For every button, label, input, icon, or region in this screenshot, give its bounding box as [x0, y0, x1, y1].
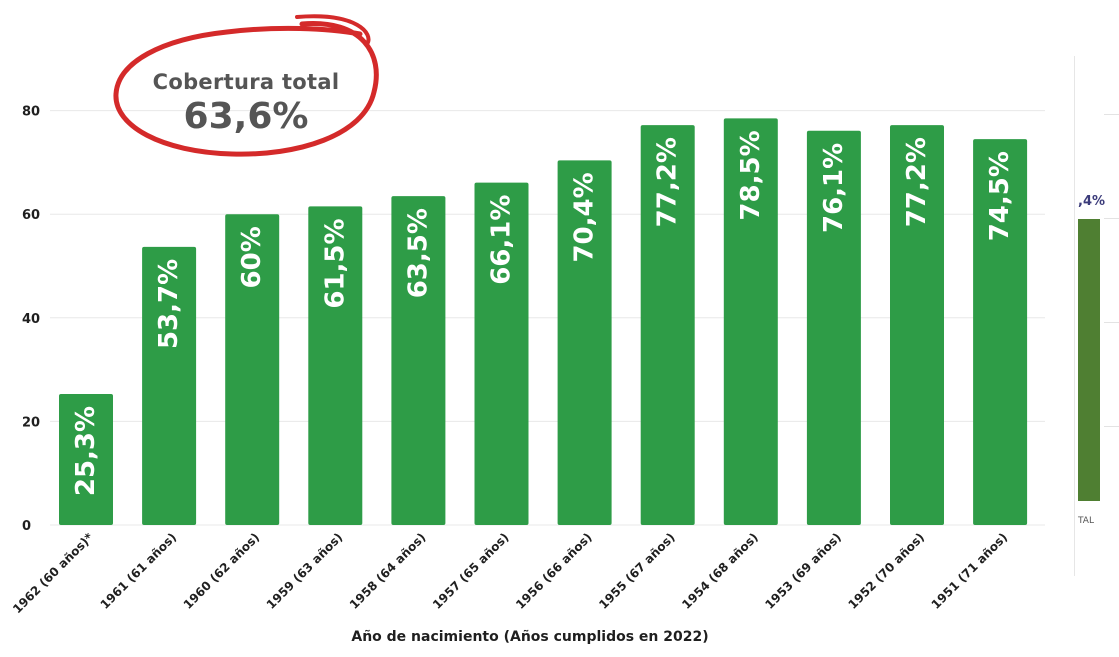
bar-value-label: 60%	[237, 226, 267, 288]
bar	[890, 125, 944, 525]
side-gridline	[1104, 426, 1119, 427]
callout-title: Cobertura total	[152, 70, 340, 94]
bar-value-label: 53,7%	[154, 259, 184, 349]
x-axis-label: Año de nacimiento (Años cumplidos en 202…	[351, 629, 709, 645]
bar	[640, 125, 695, 525]
x-tick-label: 1959 (63 años)	[264, 530, 346, 612]
y-tick-label: 40	[22, 312, 40, 327]
bar-value-label: 76,1%	[819, 143, 849, 233]
side-bar	[1078, 219, 1100, 501]
y-tick-label: 20	[22, 415, 40, 430]
bar	[391, 196, 446, 525]
bar-value-label: 77,2%	[902, 137, 932, 227]
side-gridline	[1104, 114, 1119, 115]
x-axis: 1962 (60 años)* 1961 (61 años) 1960 (62 añ…	[10, 530, 1010, 617]
x-tick-label: 1955 (67 años)	[596, 530, 678, 612]
x-tick-label: 1961 (61 años)	[98, 530, 180, 612]
bar	[557, 160, 612, 525]
x-tick-label: 1956 (66 años)	[513, 530, 595, 612]
x-tick-label: 1954 (68 años)	[679, 530, 761, 612]
side-divider	[1074, 56, 1075, 576]
bar-value-label: 70,4%	[570, 172, 600, 262]
x-tick-label: 1960 (62 años)	[181, 530, 263, 612]
gridlines	[50, 110, 1045, 526]
total-coverage-callout: Cobertura total 63,6%	[112, 14, 380, 164]
circle-stroke-2	[295, 14, 371, 46]
bar	[973, 139, 1028, 525]
side-gridline	[1104, 322, 1119, 323]
side-value-label: ,4%	[1078, 194, 1106, 209]
y-axis: 0 20 40 60 80	[22, 105, 40, 534]
bar	[474, 182, 529, 526]
bar	[59, 393, 113, 525]
x-tick-label: 1953 (69 años)	[762, 530, 844, 612]
x-tick-label: 1957 (65 años)	[430, 530, 512, 612]
bars: 25,3% 53,7% 60% 61,5% 63,5% 66,1% 70,4% 77,2% 78…	[59, 118, 1028, 526]
callout-value: 63,6%	[183, 96, 309, 137]
bar	[806, 130, 861, 525]
bar-value-label: 66,1%	[487, 195, 517, 285]
bar	[308, 206, 363, 525]
circle-stroke-1	[113, 21, 379, 157]
x-tick-label: 1958 (64 años)	[347, 530, 429, 612]
y-tick-label: 0	[22, 519, 31, 534]
bar-value-label: 74,5%	[985, 151, 1015, 241]
side-axis-label: TAL	[1078, 516, 1094, 526]
cropped-side-chart: ,4% TAL	[1074, 56, 1119, 616]
bar-value-label: 77,2%	[653, 137, 683, 227]
bar-chart: 0 20 40 60 80 25,3% 53,7% 60% 61,5% 63,5% 66,1% 70…	[10, 105, 1045, 617]
bar-value-label: 61,5%	[320, 218, 350, 308]
y-tick-label: 60	[22, 208, 40, 223]
y-tick-label: 80	[22, 105, 40, 120]
x-tick-label: 1951 (71 años)	[929, 530, 1011, 612]
bar-value-label: 78,5%	[736, 130, 766, 220]
bar-value-label: 25,3%	[71, 406, 101, 496]
red-circle-annotation	[113, 14, 379, 157]
x-tick-label: 1952 (70 años)	[845, 530, 927, 612]
bar	[142, 246, 197, 526]
x-tick-label: 1962 (60 años)*	[10, 530, 97, 617]
side-gridline	[1104, 218, 1119, 219]
bar-value-label: 63,5%	[403, 208, 433, 298]
bar	[225, 214, 280, 525]
bar	[723, 118, 778, 526]
